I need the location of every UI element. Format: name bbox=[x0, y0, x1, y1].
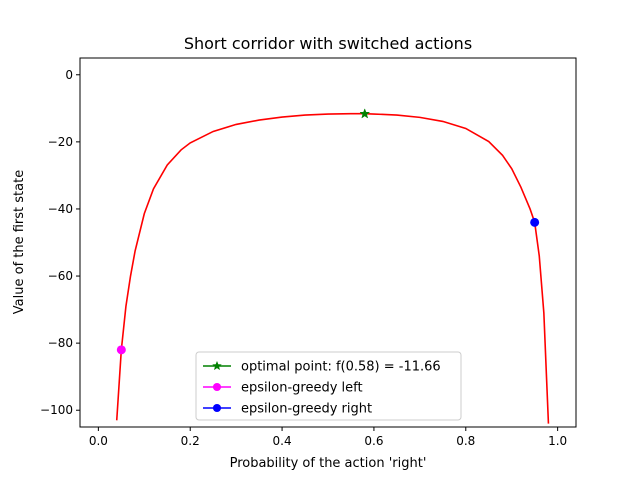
legend-label: epsilon-greedy right bbox=[241, 402, 372, 417]
chart-title: Short corridor with switched actions bbox=[184, 34, 472, 53]
y-tick-label: −100 bbox=[40, 403, 73, 417]
marker-layer bbox=[116, 108, 540, 355]
marker-point-1 bbox=[116, 345, 126, 355]
y-axis-label: Value of the first state bbox=[12, 170, 27, 314]
x-tick-label: 0.2 bbox=[181, 434, 200, 448]
legend-box bbox=[195, 351, 462, 421]
x-tick-label: 0.6 bbox=[364, 434, 383, 448]
marker-point-0 bbox=[359, 108, 371, 119]
legend-label: epsilon-greedy left bbox=[241, 381, 363, 396]
x-axis: 0.0 0.2 0.4 0.6 0.8 1.0 bbox=[89, 427, 567, 448]
y-tick-label: −20 bbox=[48, 135, 73, 149]
y-tick-label: −80 bbox=[48, 336, 73, 350]
x-tick-label: 0.8 bbox=[456, 434, 475, 448]
curve-layer bbox=[115, 112, 550, 424]
x-tick-label: 0.0 bbox=[89, 434, 108, 448]
plot-frame bbox=[79, 57, 577, 428]
x-tick-label: 1.0 bbox=[548, 434, 567, 448]
legend-marker bbox=[212, 360, 222, 371]
value-curve bbox=[115, 112, 550, 424]
legend-label: optimal point: f(0.58) = -11.66 bbox=[241, 360, 441, 375]
x-tick-label: 0.4 bbox=[273, 434, 292, 448]
y-tick-label: −60 bbox=[48, 269, 73, 283]
marker-point-2 bbox=[530, 217, 540, 227]
y-axis: 0 −20 −40 −60 −80 −100 bbox=[40, 68, 80, 417]
legend-marker bbox=[212, 382, 222, 392]
y-tick-label: 0 bbox=[65, 68, 73, 82]
x-axis-label: Probability of the action 'right' bbox=[230, 456, 427, 471]
legend-marker bbox=[212, 403, 222, 413]
y-tick-label: −40 bbox=[48, 202, 73, 216]
legend: optimal point: f(0.58) = -11.66 epsilon-g… bbox=[195, 351, 462, 421]
